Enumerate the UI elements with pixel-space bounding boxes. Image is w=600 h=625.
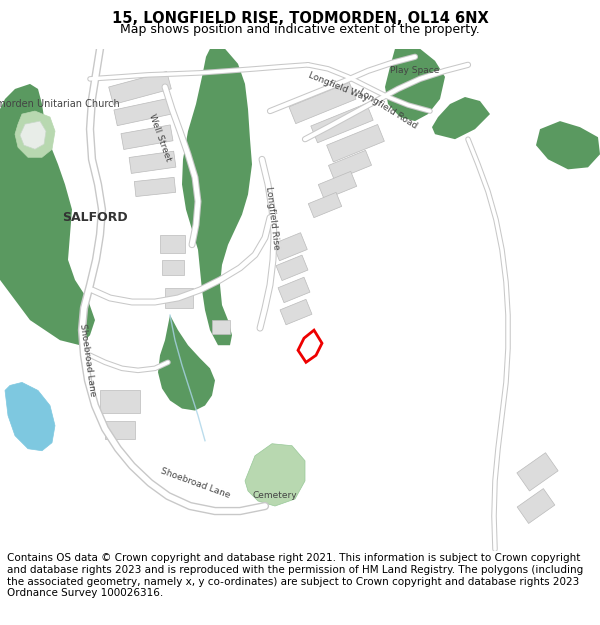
Text: Cemetery: Cemetery (253, 491, 298, 501)
Polygon shape (280, 299, 312, 325)
Polygon shape (245, 444, 305, 506)
Polygon shape (273, 232, 307, 261)
Polygon shape (5, 382, 55, 451)
Text: SALFORD: SALFORD (62, 211, 128, 224)
Polygon shape (517, 489, 555, 524)
Polygon shape (100, 391, 140, 412)
Polygon shape (278, 278, 310, 302)
Text: Shoebroad Lane: Shoebroad Lane (79, 323, 98, 398)
Polygon shape (212, 320, 230, 334)
Polygon shape (129, 151, 176, 173)
Text: Longfield Rise: Longfield Rise (263, 186, 280, 250)
Polygon shape (328, 151, 371, 181)
Polygon shape (326, 124, 385, 162)
Polygon shape (182, 49, 252, 345)
Polygon shape (105, 421, 135, 439)
Text: Shoebroad Lane: Shoebroad Lane (159, 466, 231, 499)
Polygon shape (311, 104, 373, 142)
Polygon shape (15, 111, 55, 158)
Polygon shape (318, 171, 357, 199)
Text: Play Space: Play Space (391, 66, 440, 76)
Text: Longfield Way: Longfield Way (307, 71, 369, 103)
Polygon shape (385, 49, 445, 121)
Polygon shape (308, 192, 342, 218)
Polygon shape (276, 255, 308, 281)
Polygon shape (158, 315, 215, 411)
Polygon shape (432, 97, 490, 139)
Text: 15, LONGFIELD RISE, TODMORDEN, OL14 6NX: 15, LONGFIELD RISE, TODMORDEN, OL14 6NX (112, 11, 488, 26)
Text: Longfield Road: Longfield Road (357, 88, 419, 131)
Text: Contains OS data © Crown copyright and database right 2021. This information is : Contains OS data © Crown copyright and d… (7, 554, 583, 598)
Text: Map shows position and indicative extent of the property.: Map shows position and indicative extent… (120, 23, 480, 36)
Polygon shape (165, 288, 193, 308)
Polygon shape (114, 99, 171, 126)
Polygon shape (109, 71, 172, 104)
Polygon shape (0, 84, 95, 345)
Polygon shape (162, 260, 184, 275)
Polygon shape (20, 121, 46, 149)
Polygon shape (289, 82, 356, 124)
Polygon shape (160, 234, 185, 253)
Polygon shape (134, 177, 176, 196)
Text: Well Street: Well Street (147, 112, 173, 162)
Polygon shape (536, 121, 600, 169)
Polygon shape (121, 125, 173, 149)
Polygon shape (517, 452, 558, 491)
Text: Todmorden Unitarian Church: Todmorden Unitarian Church (0, 99, 120, 109)
